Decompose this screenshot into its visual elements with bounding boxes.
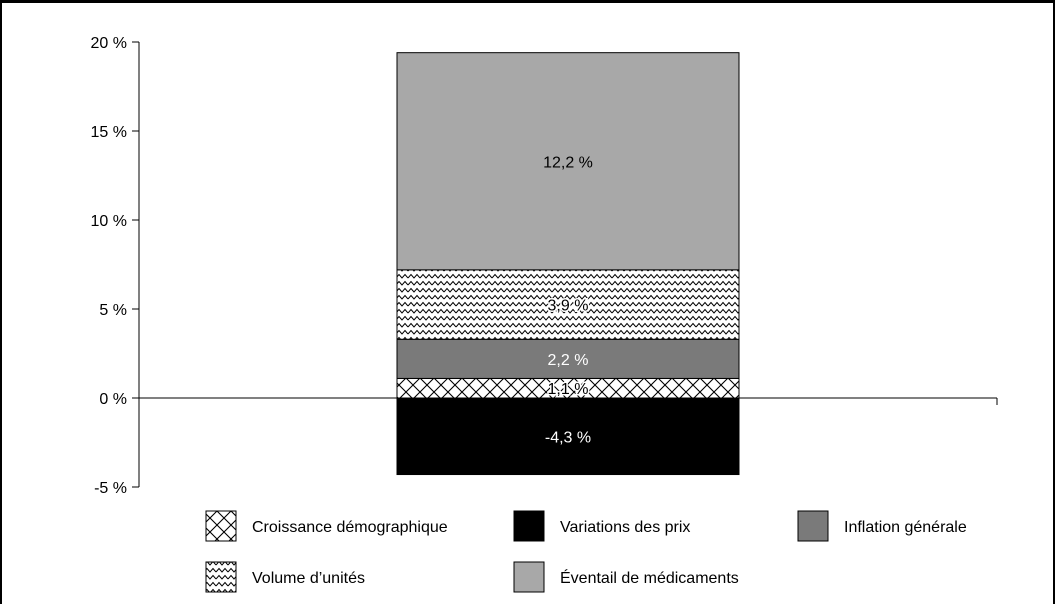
y-tick-label: 15 % — [91, 124, 127, 141]
y-tick-label: 0 % — [99, 391, 127, 408]
data-label-variations-des-prix: -4,3 % — [545, 429, 591, 446]
legend-swatch-éventail-de-médicaments — [513, 561, 545, 593]
data-label-inflation-générale: 2,2 % — [548, 352, 589, 369]
bar-segment-volume-d-unités — [396, 269, 740, 340]
legend-label-éventail-de-médicaments: Éventail de médicaments — [560, 568, 739, 587]
legend-label-inflation-générale: Inflation générale — [844, 519, 967, 536]
legend-swatch-inflation-générale — [797, 510, 829, 542]
y-tick-label: 5 % — [99, 302, 127, 319]
axis-layer: -5 % 0 % 5 % 10 % 15 % 20 % — [91, 35, 998, 497]
legend-swatch-variations-des-prix — [513, 510, 545, 542]
legend-label-croissance-démographique: Croissance démographique — [252, 519, 448, 536]
bar-segment-éventail-de-médicaments — [396, 52, 740, 271]
y-tick-label: 20 % — [91, 35, 127, 52]
bar-layer: -4,3 % 1,1 % 2,2 % 3,9 % 12,2 % — [396, 52, 740, 476]
legend-label-variations-des-prix: Variations des prix — [560, 519, 690, 536]
data-label-éventail-de-médicaments: 12,2 % — [543, 154, 593, 171]
legend-swatch-volume-d-unités — [205, 561, 237, 593]
legend-label-volume-d-unités: Volume d’unités — [252, 570, 365, 587]
legend: Croissance démographique Variations des p… — [205, 510, 967, 593]
bar-segment-variations-des-prix — [396, 397, 740, 476]
data-label-croissance-démographique: 1,1 % — [548, 381, 589, 398]
y-tick-label: 10 % — [91, 213, 127, 230]
bar-segment-inflation-générale — [396, 338, 740, 379]
data-label-volume-d-unités: 3,9 % — [548, 298, 589, 315]
legend-swatch-croissance-démographique — [205, 510, 237, 542]
y-tick-label: -5 % — [94, 480, 127, 497]
